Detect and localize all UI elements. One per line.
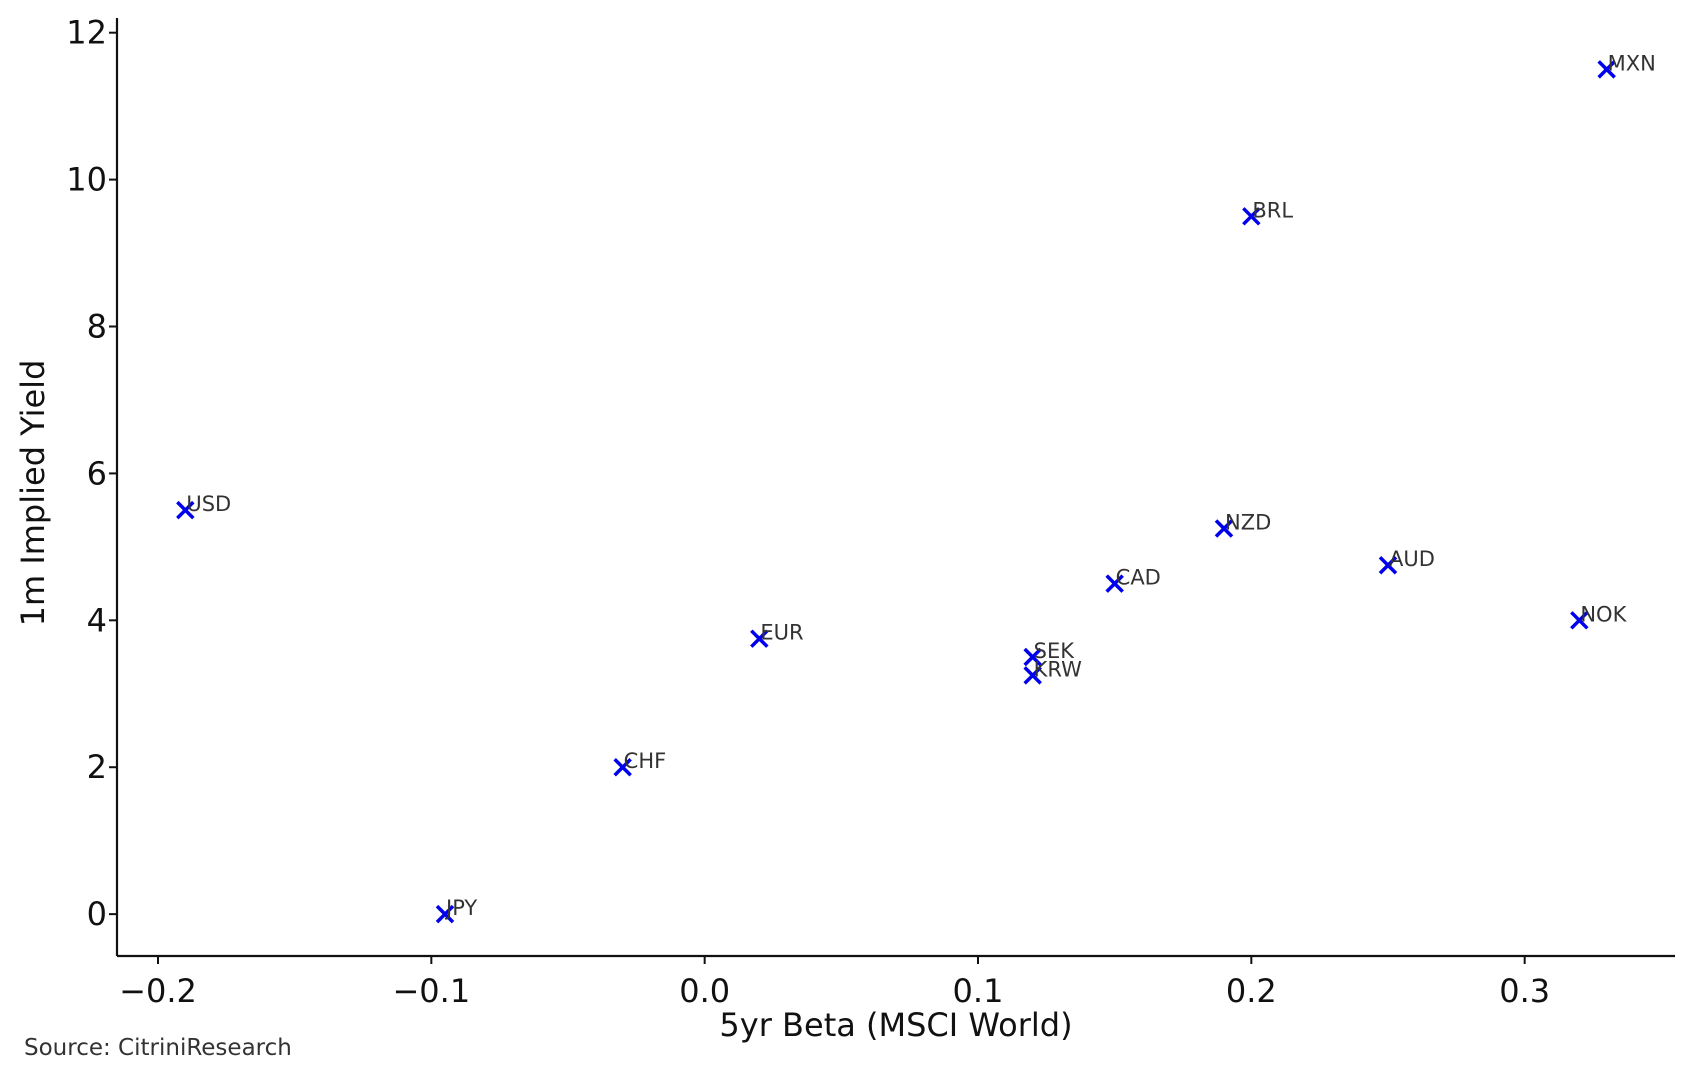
y-tick-label: 0 xyxy=(87,895,107,933)
scatter-point-mxn xyxy=(1597,60,1616,79)
y-axis-label: 1m Implied Yield xyxy=(14,360,52,627)
point-label: CHF xyxy=(624,749,667,773)
scatter-point-eur xyxy=(750,629,769,648)
scatter-point-cad xyxy=(1105,574,1124,593)
x-tick-label: 0.3 xyxy=(1499,972,1550,1010)
scatter-point-nok xyxy=(1570,611,1589,630)
point-label: JPY xyxy=(444,896,477,920)
scatter-point-brl xyxy=(1242,207,1261,226)
data-points xyxy=(176,60,1616,924)
point-label: MXN xyxy=(1608,51,1656,75)
scatter-point-jpy xyxy=(435,904,455,924)
point-label: CAD xyxy=(1116,566,1161,590)
x-tick-label: −0.1 xyxy=(392,972,470,1010)
point-label: AUD xyxy=(1389,547,1435,571)
x-axis-label: 5yr Beta (MSCI World) xyxy=(719,1006,1072,1044)
x-tick-label: −0.2 xyxy=(119,972,197,1010)
point-label: BRL xyxy=(1252,198,1293,222)
axes xyxy=(115,18,1675,958)
point-label: NZD xyxy=(1225,511,1271,535)
point-label: NOK xyxy=(1580,602,1627,626)
x-tick-label: 0.0 xyxy=(679,972,730,1010)
x-tick-label: 0.1 xyxy=(953,972,1004,1010)
x-tick-label: 0.2 xyxy=(1226,972,1277,1010)
ticks: −0.2 −0.1 0.0 0.1 0.2 0.3 0 2 4 6 8 10 12 xyxy=(66,14,1550,1010)
y-tick-label: 6 xyxy=(87,454,107,492)
y-tick-label: 8 xyxy=(87,308,107,346)
source-note: Source: CitriniResearch xyxy=(24,1035,292,1061)
y-tick-label: 4 xyxy=(87,601,107,639)
scatter-point-chf xyxy=(613,757,632,777)
y-tick-label: 12 xyxy=(66,14,107,52)
scatter-point-krw xyxy=(1023,666,1042,685)
scatter-point-sek xyxy=(1023,647,1042,667)
point-label: USD xyxy=(186,492,231,516)
scatter-point-nzd xyxy=(1214,519,1234,538)
point-label: KRW xyxy=(1034,657,1083,681)
y-tick-label: 10 xyxy=(66,161,107,199)
point-label: SEK xyxy=(1034,639,1076,663)
scatter-point-aud xyxy=(1378,555,1398,575)
y-tick-label: 2 xyxy=(87,748,107,786)
scatter-point-usd xyxy=(176,500,195,520)
point-label: EUR xyxy=(760,621,803,645)
